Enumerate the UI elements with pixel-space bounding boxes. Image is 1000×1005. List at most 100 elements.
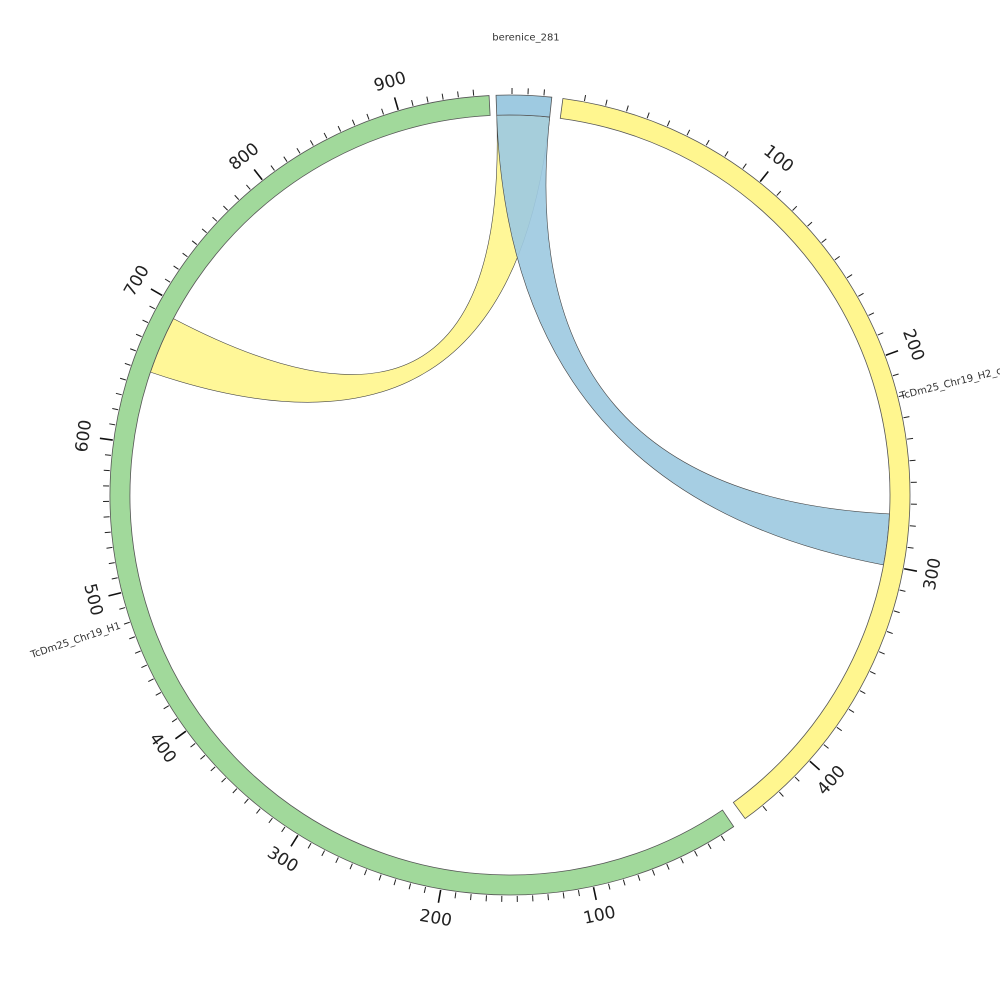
major-tick-h1 [108,593,121,596]
tick-label-h1: 900 [372,68,409,96]
minor-tick-h2 [869,313,874,316]
tick-label-h1: 800 [225,139,263,175]
minor-tick-h1 [164,706,169,709]
minor-tick-h1 [112,408,118,409]
segment-label-h2: TcDm25_Chr19_H2_c4 [898,364,1000,402]
minor-tick-h2 [627,106,629,112]
minor-tick-h1 [271,166,275,171]
minor-tick-h1 [652,870,654,876]
minor-tick-h1 [324,133,327,138]
minor-tick-h2 [667,121,669,127]
minor-tick-h1 [297,148,300,153]
minor-tick-berenice [544,89,545,95]
segment-block-berenice [496,95,552,117]
minor-tick-h1 [412,100,413,106]
major-tick-h1 [291,835,298,846]
minor-tick-h2 [777,191,781,195]
minor-tick-h2 [647,113,649,119]
minor-tick-h1 [222,778,226,782]
link-ribbon-berenice-h2 [497,115,890,565]
major-tick-h2 [760,171,768,181]
minor-tick-h2 [900,590,906,591]
major-tick-h2 [810,761,820,770]
minor-tick-h1 [233,789,237,793]
minor-tick-h2 [808,222,812,226]
minor-tick-h1 [202,229,207,233]
minor-tick-h2 [878,333,884,335]
minor-tick-h2 [849,709,854,712]
minor-tick-h1 [172,719,177,722]
minor-tick-h1 [192,241,197,245]
tick-label-h1: 500 [79,582,106,618]
minor-tick-h1 [191,743,196,747]
minor-tick-h1 [106,547,112,548]
minor-tick-h2 [910,460,916,461]
minor-tick-h2 [894,611,900,613]
minor-tick-h1 [379,875,381,881]
minor-tick-h2 [847,275,852,278]
minor-tick-h2 [870,671,875,674]
major-tick-h2 [904,569,917,571]
minor-tick-h2 [584,95,585,101]
minor-tick-h1 [578,890,579,896]
tick-label-h2: 200 [898,326,928,363]
minor-tick-h2 [908,547,914,548]
major-tick-h1 [100,438,113,440]
minor-tick-h1 [256,809,260,814]
minor-tick-h1 [112,578,118,579]
minor-tick-h1 [695,851,698,856]
minor-tick-h1 [174,266,179,269]
minor-tick-h2 [893,374,899,376]
minor-tick-h1 [563,892,564,898]
minor-tick-h1 [150,306,155,309]
minor-tick-h1 [350,864,352,870]
minor-tick-h1 [124,622,130,624]
tick-label-h1: 200 [418,906,453,931]
tick-label-h1: 100 [582,902,618,928]
minor-tick-h2 [887,631,893,633]
minor-tick-h1 [125,363,131,365]
tick-label-h2: 100 [759,141,797,177]
minor-tick-h1 [156,692,161,695]
minor-tick-h1 [338,126,341,131]
minor-tick-h1 [336,857,339,862]
major-tick-h1 [175,731,186,739]
minor-tick-h2 [793,206,797,210]
minor-tick-h1 [105,532,111,533]
minor-tick-h2 [903,417,909,418]
minor-tick-h2 [743,164,746,169]
minor-tick-h2 [763,806,767,811]
minor-tick-h2 [824,745,829,749]
minor-tick-h1 [136,334,142,336]
minor-tick-h1 [148,679,153,682]
minor-tick-h1 [246,185,250,190]
minor-tick-h1 [367,114,369,120]
minor-tick-h1 [183,253,188,257]
tick-label-h2: 300 [920,556,946,592]
minor-tick-h2 [879,652,885,654]
minor-tick-h2 [907,438,913,439]
minor-tick-h1 [165,279,170,282]
minor-tick-h1 [548,894,549,900]
minor-tick-h1 [223,206,227,210]
minor-tick-h2 [687,130,690,135]
minor-tick-h1 [608,884,609,890]
minor-tick-h2 [725,151,728,156]
minor-tick-h1 [442,94,443,100]
major-tick-h1 [151,289,162,295]
minor-tick-h1 [394,879,396,885]
minor-tick-h1 [141,665,146,668]
minor-tick-h2 [706,140,709,145]
minor-tick-h2 [858,293,863,296]
major-tick-h1 [254,170,262,180]
minor-tick-h1 [269,818,273,823]
minor-tick-h1 [109,424,115,425]
minor-tick-h1 [244,799,248,804]
minor-tick-h1 [708,844,711,849]
minor-tick-h1 [282,827,285,832]
minor-tick-h2 [779,792,783,796]
minor-tick-h1 [623,880,625,886]
minor-tick-h1 [130,349,136,351]
minor-tick-h1 [135,651,141,653]
